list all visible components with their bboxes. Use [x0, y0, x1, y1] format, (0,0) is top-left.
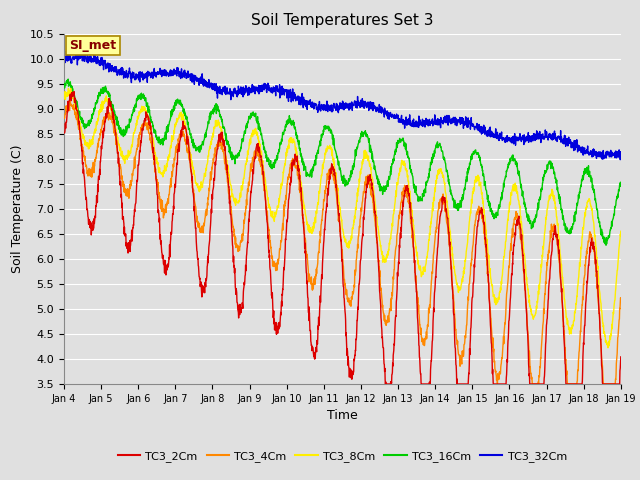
Text: SI_met: SI_met — [70, 39, 116, 52]
X-axis label: Time: Time — [327, 409, 358, 422]
Title: Soil Temperatures Set 3: Soil Temperatures Set 3 — [251, 13, 434, 28]
Legend: TC3_2Cm, TC3_4Cm, TC3_8Cm, TC3_16Cm, TC3_32Cm: TC3_2Cm, TC3_4Cm, TC3_8Cm, TC3_16Cm, TC3… — [113, 446, 572, 466]
Y-axis label: Soil Temperature (C): Soil Temperature (C) — [11, 144, 24, 273]
